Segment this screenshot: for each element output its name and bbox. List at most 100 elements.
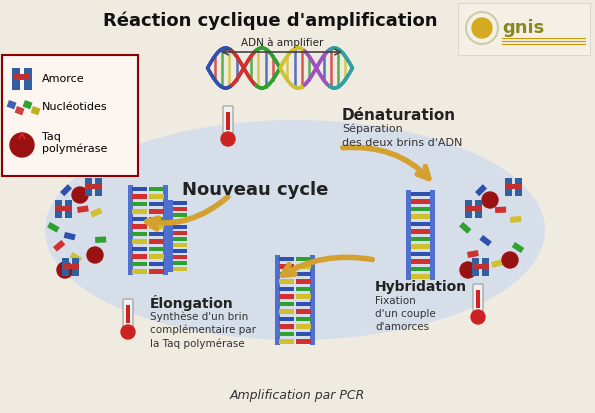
Bar xyxy=(279,332,294,336)
Bar xyxy=(296,332,311,336)
Bar xyxy=(279,316,294,321)
Bar xyxy=(149,187,164,191)
Bar xyxy=(416,221,430,226)
Bar xyxy=(60,184,72,196)
Bar xyxy=(95,236,107,243)
Bar xyxy=(57,263,70,273)
Text: Dénaturation: Dénaturation xyxy=(342,108,456,123)
Bar xyxy=(149,232,164,236)
Bar xyxy=(416,274,430,278)
Text: Nouveau cycle: Nouveau cycle xyxy=(182,181,328,199)
Text: Hybridation: Hybridation xyxy=(375,280,467,294)
Bar xyxy=(411,252,425,256)
Bar xyxy=(132,209,147,214)
Bar xyxy=(64,232,76,240)
Bar xyxy=(411,214,425,218)
Bar xyxy=(411,259,425,263)
Bar xyxy=(173,201,187,205)
Bar xyxy=(475,184,487,196)
Bar xyxy=(173,261,187,265)
Bar xyxy=(279,279,294,283)
FancyBboxPatch shape xyxy=(473,284,483,314)
Bar xyxy=(411,229,425,233)
Text: Taq
polymérase: Taq polymérase xyxy=(42,132,107,154)
Bar xyxy=(279,271,294,276)
Bar xyxy=(416,206,430,211)
Bar xyxy=(296,279,311,283)
Bar xyxy=(173,219,187,223)
Bar xyxy=(149,194,164,199)
Bar xyxy=(296,271,311,276)
Bar xyxy=(411,244,425,249)
Bar xyxy=(512,242,524,253)
Bar xyxy=(467,250,479,258)
Bar xyxy=(132,187,147,191)
Bar xyxy=(173,225,187,229)
Bar xyxy=(416,252,430,256)
Bar xyxy=(53,240,65,252)
Bar xyxy=(132,216,147,221)
Circle shape xyxy=(460,262,476,278)
Bar xyxy=(126,305,130,323)
Bar xyxy=(279,264,294,268)
Text: Élongation: Élongation xyxy=(150,295,234,311)
Bar xyxy=(149,202,164,206)
Circle shape xyxy=(87,247,103,263)
Bar xyxy=(296,339,311,344)
Bar xyxy=(296,301,311,306)
Ellipse shape xyxy=(45,120,545,340)
Bar xyxy=(149,216,164,221)
Bar xyxy=(132,247,147,251)
Bar xyxy=(416,266,430,271)
Circle shape xyxy=(472,18,492,38)
Bar xyxy=(506,184,522,189)
Bar xyxy=(310,255,315,345)
Bar xyxy=(173,237,187,241)
Bar xyxy=(149,269,164,273)
Circle shape xyxy=(471,310,485,324)
Bar xyxy=(14,74,30,80)
Bar xyxy=(491,259,503,268)
Bar xyxy=(30,106,40,115)
Bar xyxy=(15,106,24,115)
Bar xyxy=(90,207,102,218)
Bar xyxy=(510,216,522,223)
Bar xyxy=(279,256,294,261)
Bar xyxy=(416,244,430,249)
Bar xyxy=(173,231,187,235)
Bar xyxy=(296,294,311,299)
Bar xyxy=(163,185,168,275)
Text: Nucléotides: Nucléotides xyxy=(42,102,108,112)
Bar xyxy=(411,199,425,204)
Bar xyxy=(279,301,294,306)
Bar xyxy=(86,184,102,189)
Bar xyxy=(416,214,430,218)
Bar xyxy=(275,255,280,345)
Bar xyxy=(56,206,72,211)
Bar xyxy=(55,200,62,218)
Bar xyxy=(149,261,164,266)
Bar xyxy=(95,178,102,196)
Bar xyxy=(279,287,294,291)
Bar xyxy=(296,324,311,328)
Bar xyxy=(173,255,187,259)
Bar xyxy=(7,100,17,109)
Bar xyxy=(63,264,79,269)
Bar xyxy=(24,68,32,90)
Bar xyxy=(296,256,311,261)
Text: ADN à amplifier: ADN à amplifier xyxy=(241,38,323,48)
Text: Séparation
des deux brins d'ADN: Séparation des deux brins d'ADN xyxy=(342,124,462,148)
Bar xyxy=(65,200,72,218)
Bar xyxy=(480,235,492,247)
Bar xyxy=(85,178,92,196)
Circle shape xyxy=(121,325,135,339)
Bar xyxy=(296,309,311,313)
Bar xyxy=(416,199,430,204)
Bar xyxy=(132,261,147,266)
Bar xyxy=(416,229,430,233)
Bar xyxy=(473,264,489,269)
Bar xyxy=(482,258,489,276)
Bar xyxy=(406,190,411,280)
Bar xyxy=(411,237,425,241)
Bar xyxy=(173,249,187,253)
